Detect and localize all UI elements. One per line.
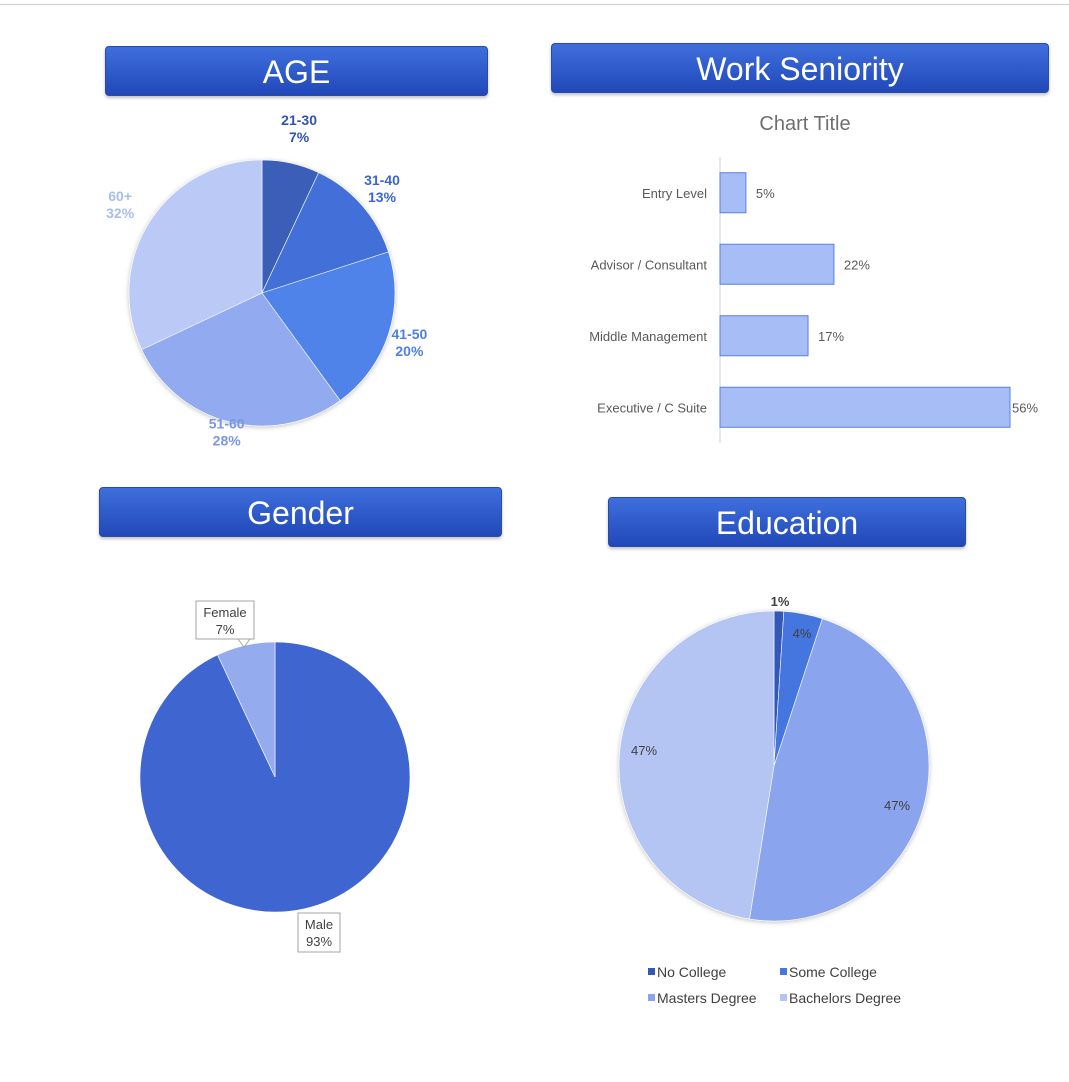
gender-label-male: Male 93% [297,912,341,953]
legend-swatch [780,968,787,975]
gender-label-category: Male [305,917,333,932]
seniority-value-label: 5% [756,186,775,201]
age-label-category: 21-30 [281,112,317,128]
seniority-chart-title: Chart Title [759,113,850,135]
age-label-percent: 20% [395,343,424,359]
education-label-no-college: 1% [771,594,790,609]
education-slice-bachelors-degree [618,610,775,920]
age-pie-chart [128,159,396,427]
seniority-value-label: 56% [1012,400,1038,415]
age-label-category: 51-60 [209,416,245,432]
legend-label: No College [657,964,726,980]
education-label-bachelors-degree: 47% [631,743,657,758]
age-slice-51-60 [141,292,341,427]
legend-swatch [780,994,787,1001]
seniority-value-label: 17% [818,329,844,344]
age-label-60: 60+32% [106,188,135,221]
education-legend: No College Some College Masters Degree Bach… [648,964,901,1006]
top-divider [0,4,1069,5]
seniority-category-label: Executive / C Suite [597,400,707,415]
age-label-category: 31-40 [364,172,400,188]
seniority-value-label: 22% [844,257,870,272]
education-label-some-college: 4% [793,626,812,641]
seniority-category-label: Entry Level [642,186,707,201]
seniority-bar-entry-level [719,172,747,214]
age-slice-41-50 [261,251,396,402]
age-slice-31-40 [261,172,389,294]
seniority-category-label: Advisor / Consultant [591,257,708,272]
seniority-bar-middle-management [719,315,809,357]
gender-callout-box-male [297,912,341,953]
age-label-percent: 7% [289,129,310,145]
legend-item-masters-degree: Masters Degree [648,990,757,1006]
age-label-category: 60+ [108,188,132,204]
age-label-category: 41-50 [392,326,428,342]
seniority-bar-advisor-consultant [719,243,835,285]
legend-item-no-college: No College [648,964,726,980]
gender-label-female: Female 7% [195,600,255,648]
seniority-bar-chart: Chart Title Entry Level 5% Advisor / Consul… [589,113,1038,443]
gender-pie-chart [139,641,411,913]
age-label-21-30: 21-307% [281,112,317,145]
gender-pie-labels: Male 93% Female 7% [195,600,341,953]
age-label-percent: 28% [213,433,242,449]
gender-label-category: Female [203,605,246,620]
gender-callout-pointer-female [237,638,251,648]
education-pie-chart [618,610,930,922]
education-header: Education [608,497,966,547]
gender-callout-box-female [195,600,255,640]
legend-item-some-college: Some College [780,964,877,980]
age-slice-60 [128,159,263,351]
legend-swatch [648,994,655,1001]
age-header: AGE [105,46,488,96]
gender-label-percent: 7% [216,622,235,637]
education-pie-labels: 1% 4% 47% 47% [631,594,910,813]
legend-label: Some College [789,964,877,980]
seniority-header: Work Seniority [551,43,1049,93]
education-label-masters-degree: 47% [884,798,910,813]
legend-label: Bachelors Degree [789,990,901,1006]
legend-label: Masters Degree [657,990,757,1006]
seniority-category-label: Middle Management [589,329,707,344]
legend-swatch [648,968,655,975]
legend-item-bachelors-degree: Bachelors Degree [780,990,901,1006]
gender-header: Gender [99,487,502,537]
education-slice-masters-degree [749,618,930,922]
age-label-percent: 13% [368,189,397,205]
seniority-bar-executive-c-suite [719,386,1011,428]
gender-label-percent: 93% [306,934,332,949]
age-label-percent: 32% [106,205,135,221]
